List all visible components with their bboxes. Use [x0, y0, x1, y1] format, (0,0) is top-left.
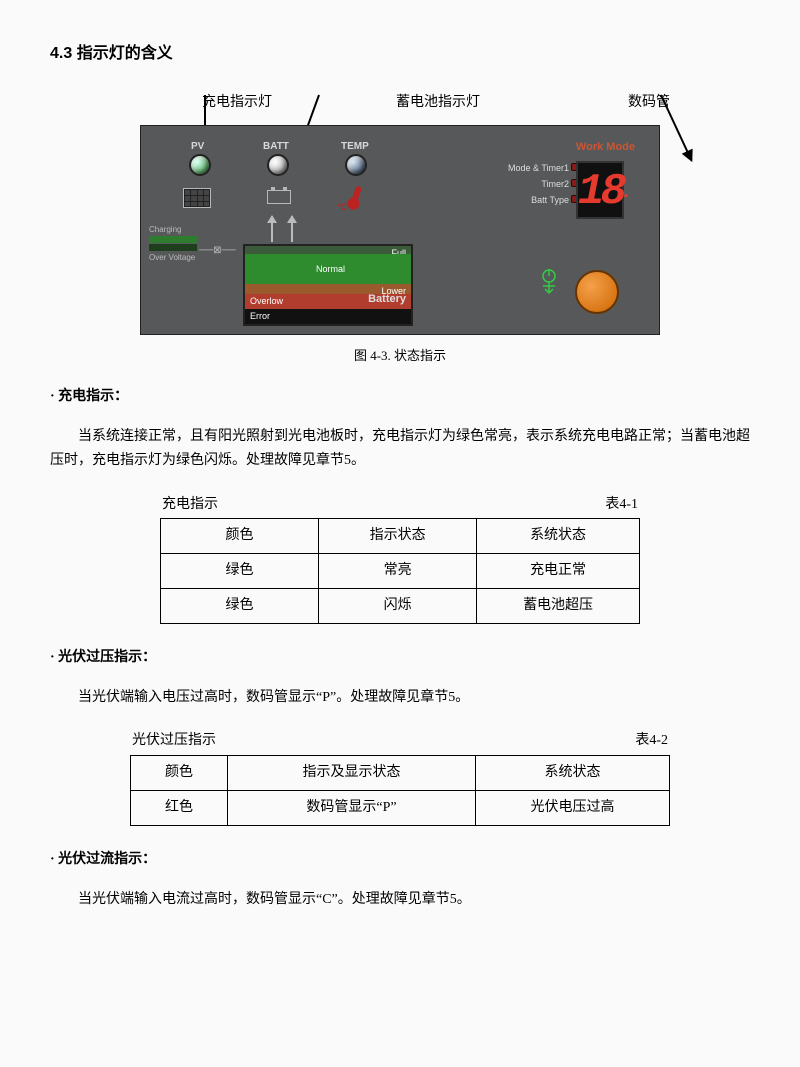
table-cell: 常亮: [319, 554, 477, 589]
mode-labels: Mode & Timer1 Timer2 Batt Type: [508, 160, 569, 208]
table-cell: 绿色: [161, 554, 319, 589]
mode-timer1-label: Mode & Timer1: [508, 160, 569, 176]
table-header: 指示状态: [319, 519, 477, 554]
wiring-glyph: ──⊠──: [199, 242, 236, 259]
batt-overlow-text: Overlow: [250, 296, 283, 306]
battery-icon: [267, 190, 291, 204]
push-button[interactable]: [575, 270, 619, 314]
charging-status-block: Charging Over Voltage: [149, 224, 197, 263]
batt-error-row: Error: [245, 309, 411, 324]
table-row: 绿色 常亮 充电正常: [161, 554, 640, 589]
table-header: 系统状态: [475, 756, 669, 791]
batt-arrow-right: [291, 216, 293, 242]
seven-segment-display: 18: [576, 161, 624, 219]
subsection-pv-ov-title: · 光伏过压指示：: [50, 646, 750, 670]
table-header: 系统状态: [477, 519, 640, 554]
subsection-pv-oc-para: 当光伏端输入电流过高时，数码管显示“C”。处理故障见章节5。: [50, 888, 750, 912]
subsection-pv-ov-para: 当光伏端输入电压过高时，数码管显示“P”。处理故障见章节5。: [50, 686, 750, 710]
table-cell: 光伏电压过高: [475, 791, 669, 826]
table-4-1-title: 充电指示: [162, 493, 218, 517]
callout-charge-led: 充电指示灯: [202, 91, 272, 115]
temp-label: TEMP: [341, 138, 369, 155]
subsection-charge-title: · 充电指示：: [50, 385, 750, 409]
battery-gauge: Full Normal Lower Overlow Battery Error: [243, 244, 413, 326]
charging-label: Charging: [149, 224, 197, 235]
section-heading: 4.3 指示灯的含义: [50, 40, 750, 67]
celsius-unit: ℃: [337, 200, 347, 215]
table-row: 颜色 指示及显示状态 系统状态: [131, 756, 670, 791]
table-cell: 蓄电池超压: [477, 589, 640, 624]
over-voltage-label: Over Voltage: [149, 252, 197, 263]
subsection-charge-para: 当系统连接正常，且有阳光照射到光电池板时，充电指示灯为绿色常亮，表示系统充电电路…: [50, 425, 750, 473]
power-icon: [539, 268, 559, 302]
batt-type-label: Batt Type: [508, 192, 569, 208]
pv-label: PV: [191, 138, 204, 155]
table-row: 绿色 闪烁 蓄电池超压: [161, 589, 640, 624]
batt-full-row: Full: [245, 246, 411, 254]
table-4-2-tag: 表4-2: [635, 729, 668, 753]
temp-led: [345, 154, 367, 176]
table-4-2-wrap: 光伏过压指示 表4-2 颜色 指示及显示状态 系统状态 红色 数码管显示“P” …: [130, 729, 670, 825]
batt-label: BATT: [263, 138, 289, 155]
table-cell: 充电正常: [477, 554, 640, 589]
device-panel: PV BATT TEMP ℃ Charging Over Voltage ──⊠…: [140, 125, 660, 335]
thermometer-icon: [350, 186, 362, 207]
table-header: 颜色: [161, 519, 319, 554]
table-4-1-tag: 表4-1: [605, 493, 638, 517]
table-4-1-wrap: 充电指示 表4-1 颜色 指示状态 系统状态 绿色 常亮 充电正常 绿色 闪烁 …: [160, 493, 640, 624]
pv-led: [189, 154, 211, 176]
table-4-2: 颜色 指示及显示状态 系统状态 红色 数码管显示“P” 光伏电压过高: [130, 755, 670, 826]
table-cell: 绿色: [161, 589, 319, 624]
table-header: 颜色: [131, 756, 228, 791]
battery-text-label: Battery: [368, 292, 406, 307]
table-4-1: 颜色 指示状态 系统状态 绿色 常亮 充电正常 绿色 闪烁 蓄电池超压: [160, 518, 640, 623]
table-header: 指示及显示状态: [228, 756, 476, 791]
timer2-label: Timer2: [508, 176, 569, 192]
device-panel-figure: PV BATT TEMP ℃ Charging Over Voltage ──⊠…: [140, 125, 660, 335]
table-cell: 闪烁: [319, 589, 477, 624]
figure-caption: 图 4-3. 状态指示: [50, 345, 750, 367]
batt-arrow-left: [271, 216, 273, 242]
work-mode-display: Work Mode 18: [576, 138, 635, 219]
table-cell: 红色: [131, 791, 228, 826]
work-mode-title: Work Mode: [576, 138, 635, 157]
solar-panel-icon: [183, 188, 211, 208]
table-4-2-title: 光伏过压指示: [132, 729, 216, 753]
batt-overlow-row: Overlow Battery: [245, 294, 411, 309]
table-cell: 数码管显示“P”: [228, 791, 476, 826]
batt-normal-row: Normal: [245, 254, 411, 284]
subsection-pv-oc-title: · 光伏过流指示：: [50, 848, 750, 872]
table-row: 红色 数码管显示“P” 光伏电压过高: [131, 791, 670, 826]
batt-led: [267, 154, 289, 176]
table-row: 颜色 指示状态 系统状态: [161, 519, 640, 554]
callout-batt-led: 蓄电池指示灯: [396, 91, 480, 115]
